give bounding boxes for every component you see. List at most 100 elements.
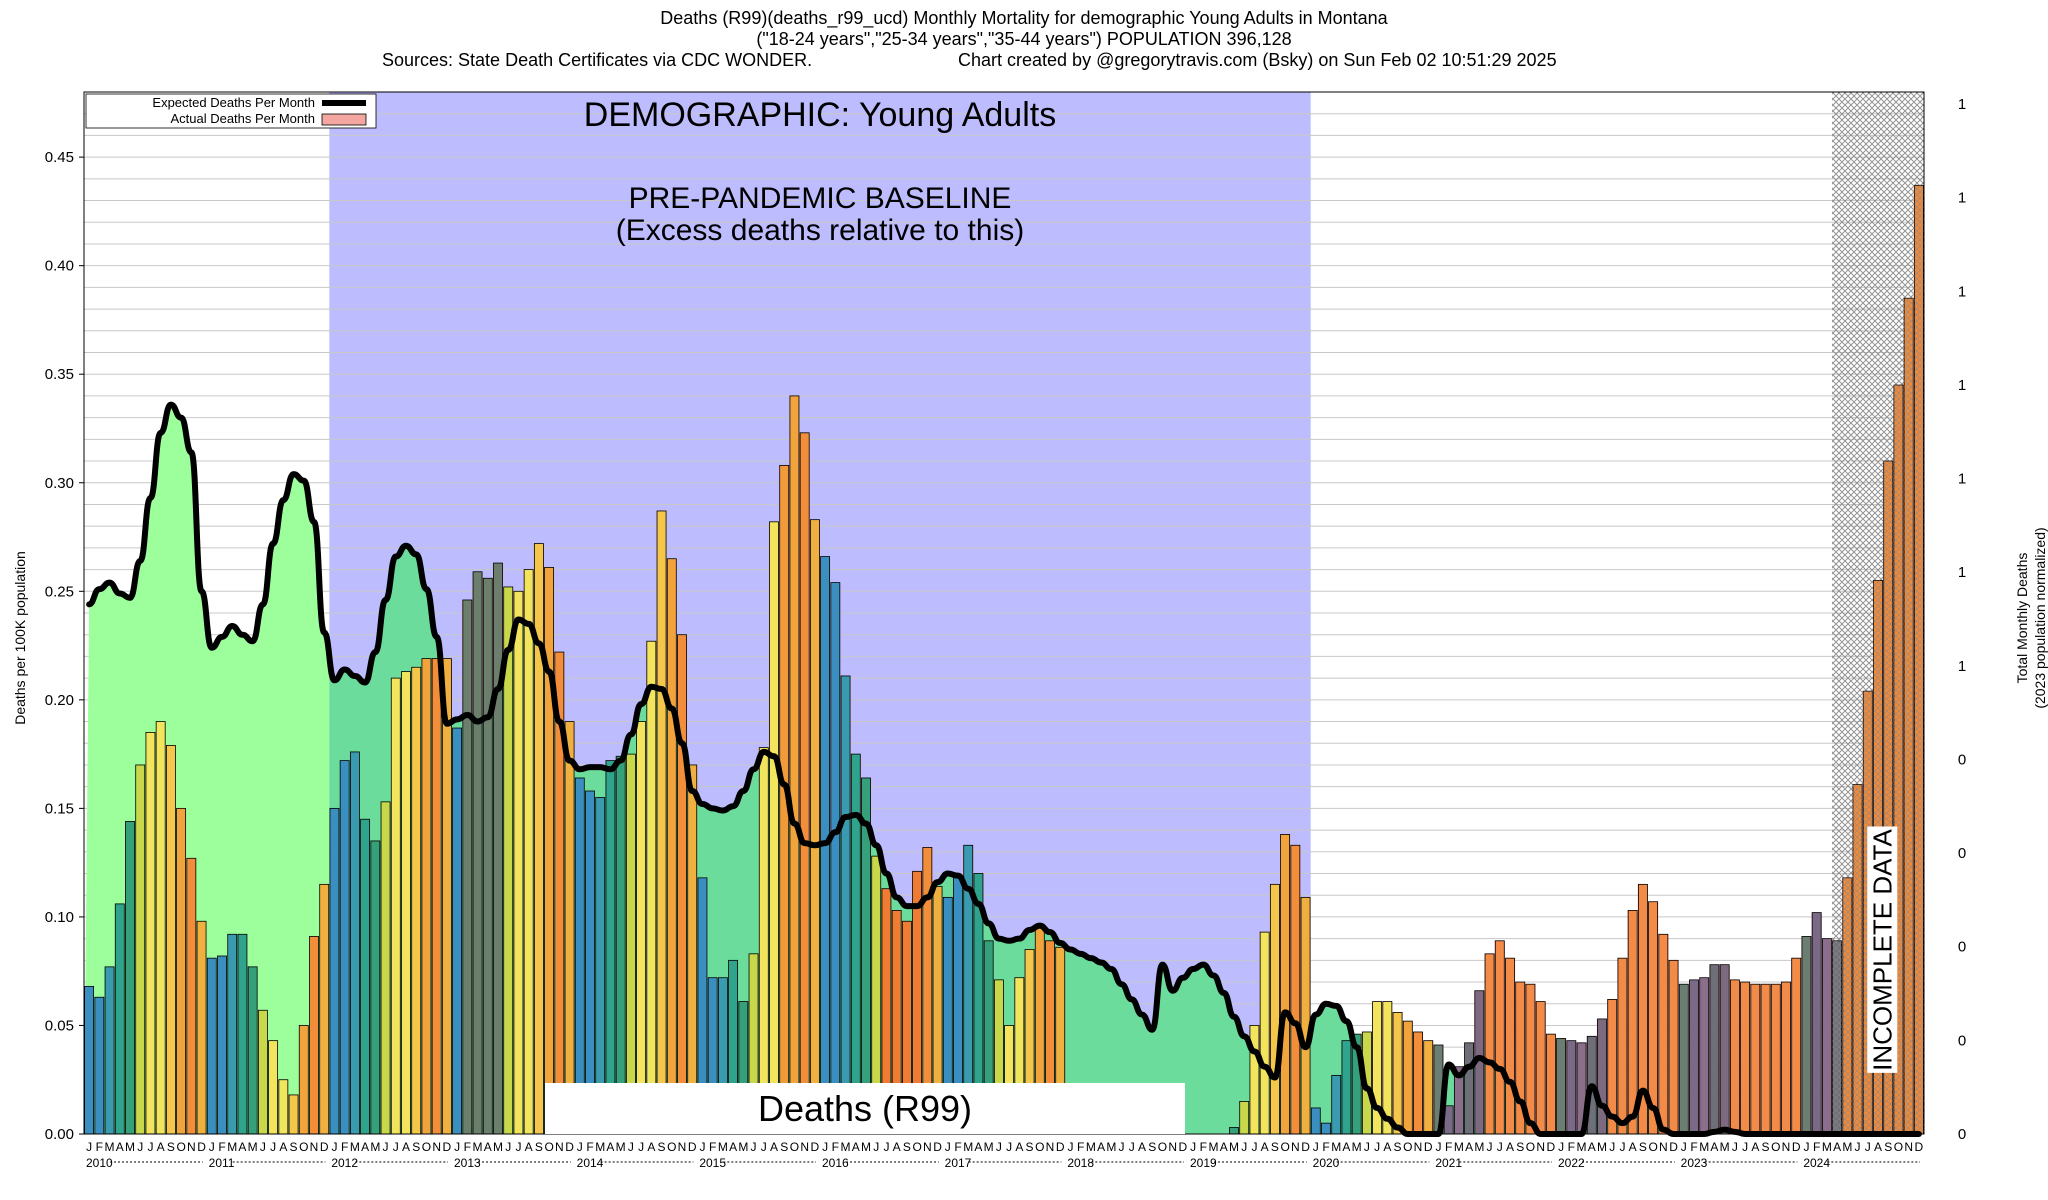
bar-123: [1341, 1040, 1352, 1135]
bar-16: [247, 966, 258, 1135]
month-label: M: [1331, 1140, 1341, 1154]
bar-40: [493, 562, 503, 1135]
bar-10: [186, 857, 197, 1135]
month-label: J: [270, 1140, 276, 1154]
month-label: O: [176, 1140, 185, 1154]
year-label: 2012: [331, 1156, 358, 1170]
incomplete-bar-hatch: [1832, 940, 1842, 1134]
month-label: D: [1792, 1140, 1801, 1154]
month-label: O: [667, 1140, 676, 1154]
year-label: 2014: [577, 1156, 604, 1170]
bar-36: [452, 727, 463, 1135]
year-label: 2010: [86, 1156, 113, 1170]
month-label: A: [279, 1140, 287, 1154]
month-label: J: [383, 1140, 389, 1154]
month-label: A: [484, 1140, 492, 1154]
month-label: D: [1915, 1140, 1924, 1154]
bar-52: [615, 755, 626, 1135]
bar-18: [268, 1040, 279, 1135]
month-label: N: [1291, 1140, 1300, 1154]
month-label: J: [883, 1140, 889, 1154]
month-label: M: [370, 1140, 380, 1154]
month-label: D: [688, 1140, 697, 1154]
bar-137: [1484, 953, 1495, 1135]
bar-25: [339, 760, 350, 1135]
month-label: A: [893, 1140, 901, 1154]
month-label: S: [1762, 1140, 1770, 1154]
incomplete-bar-hatch: [1853, 784, 1863, 1134]
month-label: S: [535, 1140, 543, 1154]
bar-112: [1229, 1127, 1239, 1135]
month-label: M: [595, 1140, 605, 1154]
month-label: A: [1629, 1140, 1637, 1154]
bar-156: [1678, 983, 1689, 1135]
bar-56: [656, 510, 667, 1135]
bar-1: [94, 996, 105, 1135]
year-label: 2011: [209, 1156, 235, 1170]
month-label: M: [248, 1140, 258, 1154]
y-tick-label: 0.35: [45, 366, 74, 383]
bar-21: [298, 1025, 309, 1135]
year-label: 2016: [822, 1156, 849, 1170]
month-label: S: [658, 1140, 666, 1154]
month-label: J: [454, 1140, 460, 1154]
month-label: N: [923, 1140, 932, 1154]
month-label: J: [1558, 1140, 1564, 1154]
year-label: 2023: [1681, 1156, 1708, 1170]
month-label: M: [1577, 1140, 1587, 1154]
month-label: M: [493, 1140, 503, 1154]
month-label: O: [1158, 1140, 1167, 1154]
month-label: F: [1077, 1140, 1084, 1154]
month-label: J: [1865, 1140, 1871, 1154]
bar-120: [1310, 1107, 1321, 1135]
incomplete-bar-hatch: [1893, 385, 1903, 1134]
bar-17: [257, 1009, 268, 1135]
month-label: A: [974, 1140, 982, 1154]
month-label: J: [1006, 1140, 1012, 1154]
month-label: F: [1445, 1140, 1452, 1154]
month-label: J: [86, 1140, 92, 1154]
month-label: A: [1383, 1140, 1391, 1154]
month-label: D: [1179, 1140, 1188, 1154]
month-label: A: [238, 1140, 246, 1154]
month-label: J: [505, 1140, 511, 1154]
incomplete-bar-hatch: [1914, 185, 1924, 1135]
month-label: M: [1699, 1140, 1709, 1154]
month-label: M: [1106, 1140, 1116, 1154]
month-label: J: [1067, 1140, 1073, 1154]
incomplete-label-bg: [1867, 826, 1898, 1073]
bar-131: [1423, 1040, 1434, 1135]
bar-0: [84, 985, 95, 1135]
month-label: F: [1322, 1140, 1329, 1154]
legend-expected-label: Expected Deaths Per Month: [152, 95, 315, 110]
right-tick-label: 1: [1958, 471, 1966, 488]
bar-142: [1535, 1001, 1546, 1135]
month-label: S: [903, 1140, 911, 1154]
month-label: A: [1588, 1140, 1596, 1154]
y-tick-label: 0.40: [45, 258, 74, 275]
month-label: M: [105, 1140, 115, 1154]
bar-33: [421, 658, 432, 1135]
bar-168: [1801, 936, 1812, 1135]
month-label: M: [1474, 1140, 1484, 1154]
month-label: M: [963, 1140, 973, 1154]
month-label: J: [1435, 1140, 1441, 1154]
bar-122: [1331, 1074, 1342, 1135]
month-label: N: [800, 1140, 809, 1154]
month-label: J: [577, 1140, 583, 1154]
month-label: F: [1813, 1140, 1820, 1154]
month-label: J: [515, 1140, 521, 1154]
bar-128: [1392, 1012, 1403, 1135]
month-label: O: [299, 1140, 308, 1154]
bar-23: [319, 883, 330, 1135]
right-tick-label: 1: [1958, 658, 1966, 675]
month-label: D: [1301, 1140, 1310, 1154]
month-label: O: [1035, 1140, 1044, 1154]
chart-title-line-1: Deaths (R99)(deaths_r99_ucd) Monthly Mor…: [660, 8, 1388, 28]
bar-55: [646, 640, 657, 1135]
bar-58: [677, 634, 687, 1135]
month-label: J: [147, 1140, 153, 1154]
month-label: M: [1229, 1140, 1239, 1154]
month-label: J: [1374, 1140, 1380, 1154]
bar-66: [758, 747, 769, 1135]
